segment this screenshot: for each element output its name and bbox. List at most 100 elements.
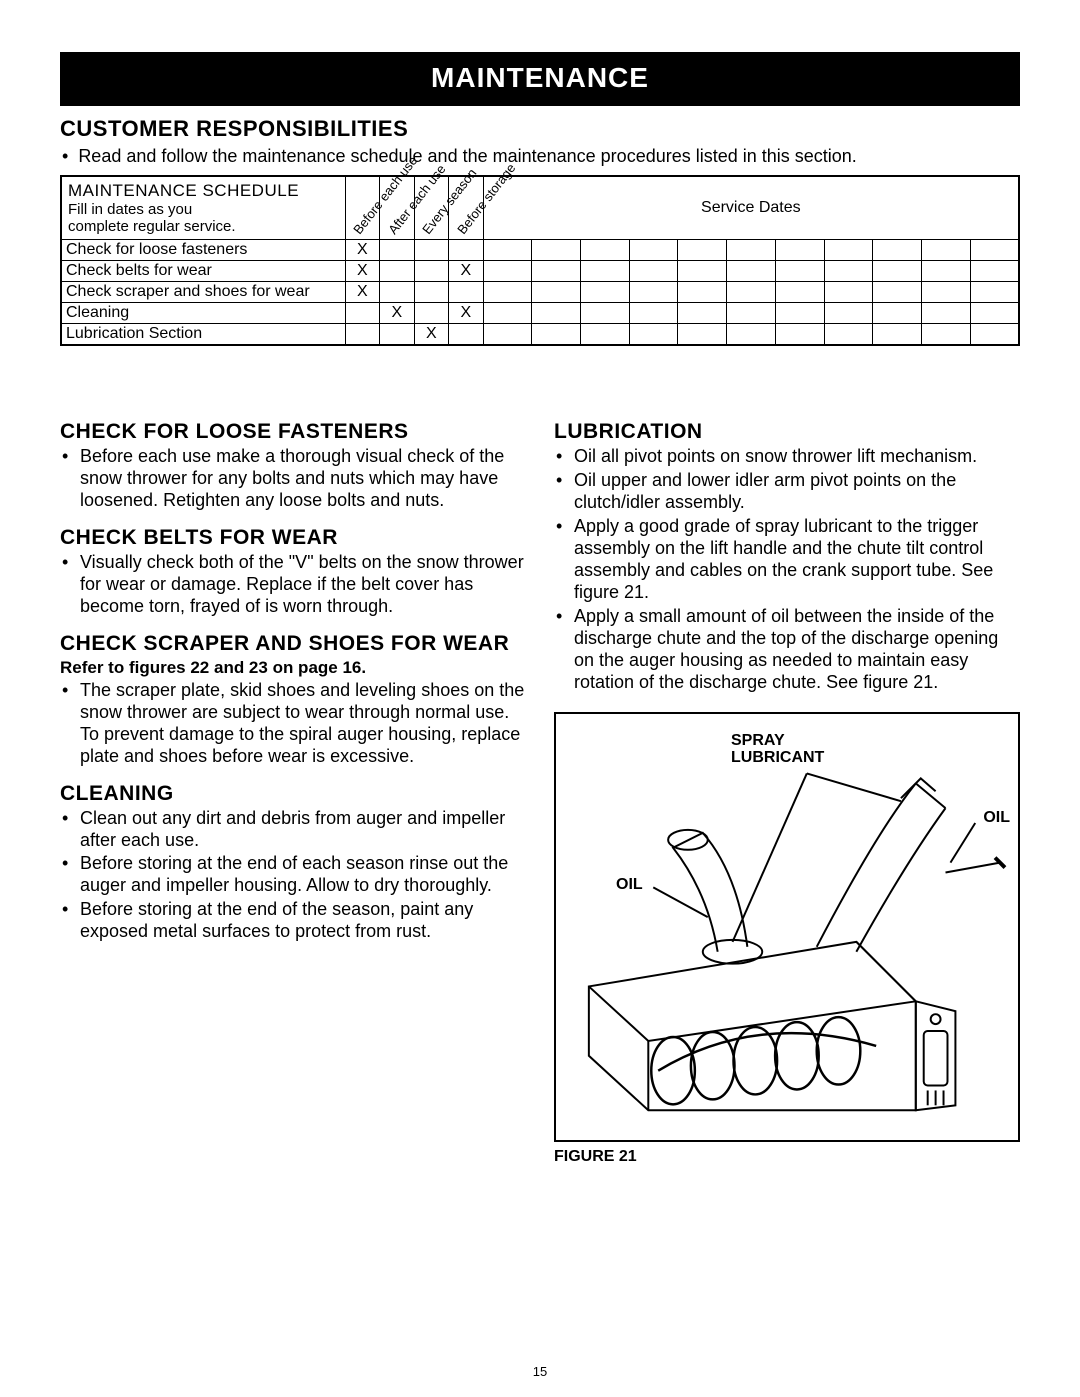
- intro-bullet: Read and follow the maintenance schedule…: [62, 146, 1020, 167]
- service-date-cell[interactable]: [678, 303, 727, 324]
- schedule-check-cell: [345, 303, 380, 324]
- service-date-cell[interactable]: [775, 261, 824, 282]
- service-date-cell[interactable]: [678, 324, 727, 346]
- service-date-cell[interactable]: [532, 303, 581, 324]
- schedule-check-cell: [414, 303, 449, 324]
- service-date-cell[interactable]: [678, 261, 727, 282]
- service-date-cell[interactable]: [483, 261, 532, 282]
- schedule-check-cell: [380, 324, 415, 346]
- lubrication-heading: LUBRICATION: [554, 420, 1020, 444]
- schedule-sub1: Fill in dates as you: [68, 201, 339, 218]
- service-date-cell[interactable]: [483, 240, 532, 261]
- service-date-cell[interactable]: [532, 324, 581, 346]
- service-date-cell[interactable]: [970, 261, 1019, 282]
- maintenance-schedule-table: MAINTENANCE SCHEDULEFill in dates as you…: [60, 175, 1020, 346]
- service-date-cell[interactable]: [970, 303, 1019, 324]
- service-date-cell[interactable]: [581, 303, 630, 324]
- service-date-cell[interactable]: [727, 240, 776, 261]
- lubrication-list: Oil all pivot points on snow thrower lif…: [554, 446, 1020, 693]
- section-heading: CLEANING: [60, 782, 526, 806]
- service-date-cell[interactable]: [678, 282, 727, 303]
- schedule-check-cell: X: [414, 324, 449, 346]
- service-date-cell[interactable]: [532, 282, 581, 303]
- service-date-cell[interactable]: [581, 282, 630, 303]
- label-oil-left: OIL: [616, 876, 643, 894]
- section-heading: CHECK SCRAPER AND SHOES FOR WEAR: [60, 632, 526, 656]
- service-date-cell[interactable]: [629, 282, 678, 303]
- service-date-cell[interactable]: [873, 282, 922, 303]
- service-date-cell[interactable]: [581, 324, 630, 346]
- service-date-cell[interactable]: [629, 303, 678, 324]
- service-date-cell[interactable]: [629, 261, 678, 282]
- service-date-cell[interactable]: [873, 240, 922, 261]
- service-date-cell[interactable]: [921, 324, 970, 346]
- figure-21-box: SPRAY LUBRICANT OIL OIL: [554, 712, 1020, 1142]
- bullet-item: Before each use make a thorough visual c…: [60, 446, 526, 512]
- service-date-cell[interactable]: [970, 240, 1019, 261]
- service-date-cell[interactable]: [775, 303, 824, 324]
- service-date-cell[interactable]: [629, 240, 678, 261]
- diag-col-1: After each use: [380, 176, 415, 240]
- service-date-cell[interactable]: [775, 282, 824, 303]
- service-date-cell[interactable]: [873, 261, 922, 282]
- service-date-cell[interactable]: [727, 303, 776, 324]
- service-date-cell[interactable]: [873, 324, 922, 346]
- service-date-cell[interactable]: [921, 261, 970, 282]
- section-heading: CHECK FOR LOOSE FASTENERS: [60, 420, 526, 444]
- schedule-check-cell: X: [345, 282, 380, 303]
- service-date-cell[interactable]: [581, 261, 630, 282]
- service-date-cell[interactable]: [921, 303, 970, 324]
- schedule-check-cell: X: [449, 303, 484, 324]
- service-date-cell[interactable]: [824, 240, 873, 261]
- service-date-cell[interactable]: [532, 240, 581, 261]
- left-column: CHECK FOR LOOSE FASTENERSBefore each use…: [60, 406, 526, 1165]
- service-date-cell[interactable]: [483, 324, 532, 346]
- schedule-row-label: Lubrication Section: [61, 324, 345, 346]
- schedule-row-label: Cleaning: [61, 303, 345, 324]
- service-date-cell[interactable]: [727, 282, 776, 303]
- service-date-cell[interactable]: [727, 324, 776, 346]
- service-date-cell[interactable]: [483, 282, 532, 303]
- service-date-cell[interactable]: [824, 261, 873, 282]
- service-date-cell[interactable]: [483, 303, 532, 324]
- service-date-cell[interactable]: [824, 282, 873, 303]
- schedule-check-cell: X: [345, 240, 380, 261]
- schedule-check-cell: [449, 324, 484, 346]
- section-heading: CHECK BELTS FOR WEAR: [60, 526, 526, 550]
- service-date-cell[interactable]: [727, 261, 776, 282]
- service-date-cell[interactable]: [970, 282, 1019, 303]
- label-oil-right: OIL: [983, 809, 1010, 827]
- service-date-cell[interactable]: [532, 261, 581, 282]
- right-column: LUBRICATION Oil all pivot points on snow…: [554, 406, 1020, 1165]
- service-date-cell[interactable]: [629, 324, 678, 346]
- service-date-cell[interactable]: [921, 282, 970, 303]
- schedule-check-cell: [414, 240, 449, 261]
- service-date-cell[interactable]: [970, 324, 1019, 346]
- section-subheading: Refer to figures 22 and 23 on page 16.: [60, 658, 526, 678]
- service-date-cell[interactable]: [775, 324, 824, 346]
- schedule-check-cell: [414, 261, 449, 282]
- schedule-check-cell: [449, 240, 484, 261]
- schedule-check-cell: [380, 261, 415, 282]
- service-date-cell[interactable]: [678, 240, 727, 261]
- service-date-cell[interactable]: [824, 324, 873, 346]
- service-date-cell[interactable]: [921, 240, 970, 261]
- diag-col-0: Before each use: [345, 176, 380, 240]
- service-date-cell[interactable]: [581, 240, 630, 261]
- service-date-cell[interactable]: [824, 303, 873, 324]
- page-number: 15: [533, 1364, 547, 1379]
- bullet-item: Visually check both of the "V" belts on …: [60, 552, 526, 618]
- bullet-list: The scraper plate, skid shoes and leveli…: [60, 680, 526, 768]
- schedule-check-cell: X: [380, 303, 415, 324]
- section-title: CUSTOMER RESPONSIBILITIES: [60, 116, 1020, 142]
- service-date-cell[interactable]: [775, 240, 824, 261]
- schedule-check-cell: [380, 282, 415, 303]
- schedule-check-cell: [380, 240, 415, 261]
- schedule-check-cell: [449, 282, 484, 303]
- bullet-list: Before each use make a thorough visual c…: [60, 446, 526, 512]
- bullet-list: Visually check both of the "V" belts on …: [60, 552, 526, 618]
- service-dates-header: Service Dates: [483, 176, 1019, 240]
- service-date-cell[interactable]: [873, 303, 922, 324]
- label-spray-lubricant: SPRAY LUBRICANT: [731, 732, 824, 767]
- schedule-row-label: Check for loose fasteners: [61, 240, 345, 261]
